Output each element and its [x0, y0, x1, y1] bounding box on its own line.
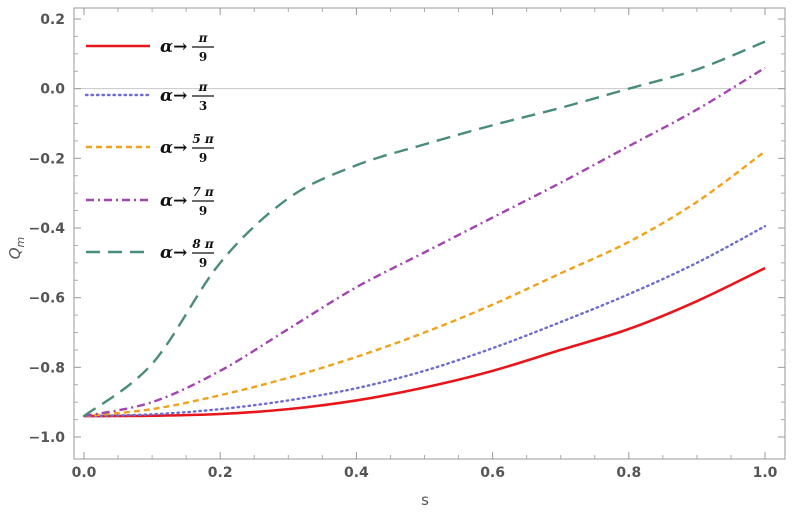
legend-prefix: α→	[160, 138, 187, 158]
legend-denominator: 9	[199, 50, 207, 64]
x-tick-label: 0.8	[616, 465, 641, 481]
y-tick-label: −1.0	[28, 430, 65, 446]
legend-denominator: 3	[199, 99, 207, 113]
legend-numerator: 8 π	[192, 237, 214, 251]
series-line-2	[82, 225, 767, 418]
y-tick-label: 0.2	[40, 12, 65, 28]
x-tick-label: 0.4	[344, 465, 369, 481]
x-tick-label: 0.0	[72, 465, 97, 481]
legend-prefix: α→	[160, 191, 187, 211]
y-tick-label: −0.8	[28, 360, 65, 376]
legend-denominator: 9	[199, 256, 207, 270]
y-tick-label: −0.6	[28, 291, 65, 307]
y-axis-label: Qm	[6, 237, 27, 260]
legend-entry-1: α→ π 9	[86, 31, 214, 64]
series-line-1	[83, 266, 766, 418]
legend-numerator: 7 π	[192, 185, 214, 199]
y-axis-label-subscript: m	[14, 237, 27, 248]
x-axis-ticks: 0.0 0.2 0.4 0.6 0.8 1.0	[72, 8, 778, 481]
legend-entry-4: α→ 7 π 9	[86, 185, 214, 218]
y-axis-label-main: Q	[6, 247, 24, 259]
plot-frame	[73, 7, 786, 460]
legend-denominator: 9	[199, 151, 207, 165]
y-tick-label: −0.4	[28, 221, 65, 237]
series-line-4	[83, 66, 766, 418]
x-tick-label: 0.6	[480, 465, 505, 481]
series-line-3	[83, 150, 766, 418]
legend-entry-2: α→ π 3	[84, 80, 214, 113]
legend: α→ π 9 α→ π 3 α→ 5 π 9 α→ 7 π 9 α→ 8 π 9	[84, 31, 214, 270]
y-axis-ticks: −1.0 −0.8 −0.6 −0.4 −0.2 0.0 0.2	[28, 12, 785, 446]
series-lines	[82, 40, 767, 418]
x-tick-label: 0.2	[208, 465, 233, 481]
legend-numerator: π	[198, 80, 208, 94]
legend-entry-5: α→ 8 π 9	[86, 237, 214, 270]
legend-prefix: α→	[160, 243, 187, 263]
legend-denominator: 9	[199, 204, 207, 218]
legend-entry-3: α→ 5 π 9	[86, 132, 214, 165]
legend-prefix: α→	[160, 37, 187, 57]
legend-numerator: π	[198, 31, 208, 45]
legend-numerator: 5 π	[192, 132, 214, 146]
x-tick-label: 1.0	[753, 465, 778, 481]
legend-prefix: α→	[160, 86, 187, 106]
y-tick-label: 0.0	[40, 82, 65, 98]
x-axis-label: s	[421, 491, 429, 509]
y-tick-label: −0.2	[28, 151, 65, 167]
